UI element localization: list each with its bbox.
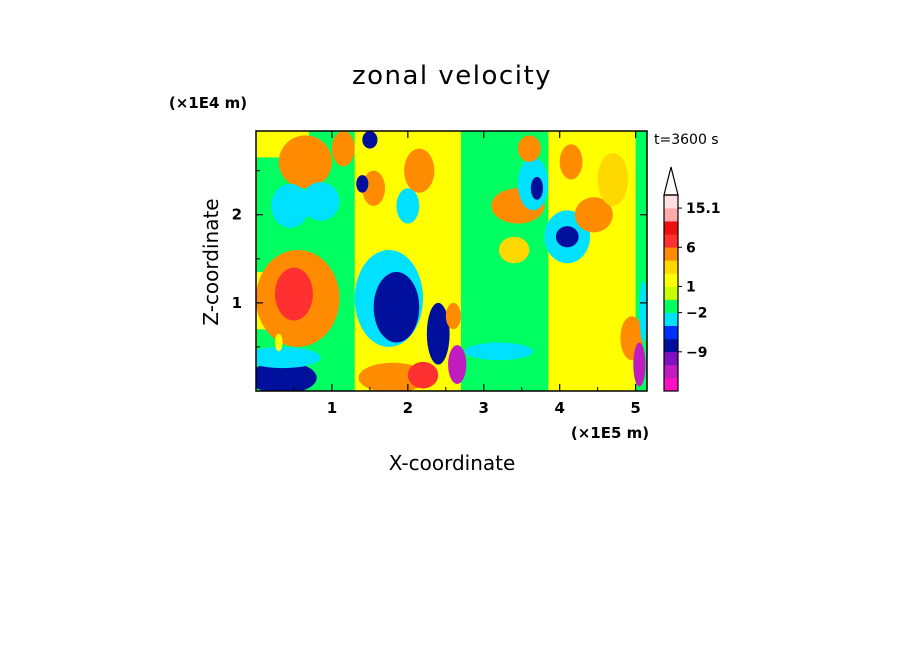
contour-feature	[362, 170, 386, 206]
x-tick-label: 4	[554, 399, 564, 417]
contour-feature	[278, 135, 332, 189]
contour-feature	[445, 302, 461, 330]
colorbar-swatch	[664, 273, 678, 287]
contour-feature	[407, 361, 439, 389]
x-axis-ticks: 1 2 3 4 5	[293, 131, 641, 417]
y-axis-label: Z-coordinate	[199, 198, 223, 325]
contour-feature	[271, 183, 310, 228]
colorbar-swatch	[664, 208, 678, 222]
contour-feature	[256, 346, 321, 369]
x-axis-label: X-coordinate	[389, 451, 516, 475]
colorbar: 15.1 6 1 −2 −9	[663, 166, 721, 392]
contour-feature	[555, 226, 579, 248]
colorbar-swatch	[664, 364, 678, 379]
colorbar-swatch	[664, 221, 678, 235]
contour-feature	[498, 236, 530, 264]
contour-feature	[356, 175, 369, 193]
colorbar-swatch	[664, 377, 678, 392]
colorbar-extend-arrow	[663, 166, 679, 196]
x-unit-label: (×1E5 m)	[571, 424, 649, 442]
contour-feature	[362, 131, 378, 149]
contour-feature	[559, 144, 583, 180]
y-tick-label: 2	[232, 206, 242, 224]
colorbar-swatch	[664, 299, 678, 313]
contour-plot-area	[255, 130, 648, 392]
colorbar-swatch	[664, 195, 678, 209]
contour-feature	[274, 267, 313, 321]
contour-feature	[639, 280, 647, 343]
contour-fill	[256, 131, 647, 391]
contour-feature	[597, 153, 629, 206]
contour-feature	[256, 361, 317, 391]
colorbar-swatch	[664, 351, 678, 366]
contour-feature	[396, 188, 420, 224]
x-tick-label: 3	[479, 399, 489, 417]
colorbar-label: −2	[686, 306, 707, 322]
contour-feature	[426, 302, 450, 365]
contour-feature	[464, 342, 534, 361]
x-tick-label: 1	[327, 399, 337, 417]
contour-feature	[574, 197, 613, 233]
contour-feature	[633, 342, 646, 387]
y-axis-ticks: 12	[232, 170, 647, 348]
chart-title: zonal velocity	[352, 61, 552, 91]
colorbar-label: 6	[686, 240, 696, 256]
contour-feature	[331, 131, 355, 167]
contour-feature	[404, 148, 435, 193]
band-region	[635, 131, 647, 391]
colorbar-frame	[663, 194, 679, 392]
x-tick-label: 2	[403, 399, 413, 417]
colorbar-label: 1	[686, 279, 696, 295]
colorbar-swatch	[664, 260, 678, 274]
contour-feature	[373, 272, 420, 343]
plot-frame	[255, 130, 648, 392]
time-label: t=3600 s	[654, 132, 719, 148]
colorbar-swatch	[664, 234, 678, 248]
contour-feature	[517, 135, 541, 162]
colorbar-swatch	[664, 338, 678, 353]
y-tick-label: 1	[232, 294, 242, 312]
contour-feature	[301, 182, 340, 221]
colorbar-label: 15.1	[686, 201, 721, 217]
colorbar-swatch	[664, 312, 678, 326]
colorbar-swatch	[664, 247, 678, 261]
colorbar-label: −9	[686, 345, 707, 361]
y-unit-label: (×1E4 m)	[169, 94, 247, 112]
contour-feature	[448, 345, 467, 384]
colorbar-swatch	[664, 286, 678, 300]
colorbar-swatch	[664, 325, 678, 340]
x-tick-label: 5	[630, 399, 640, 417]
contour-feature	[274, 333, 283, 352]
contour-feature	[530, 176, 543, 200]
